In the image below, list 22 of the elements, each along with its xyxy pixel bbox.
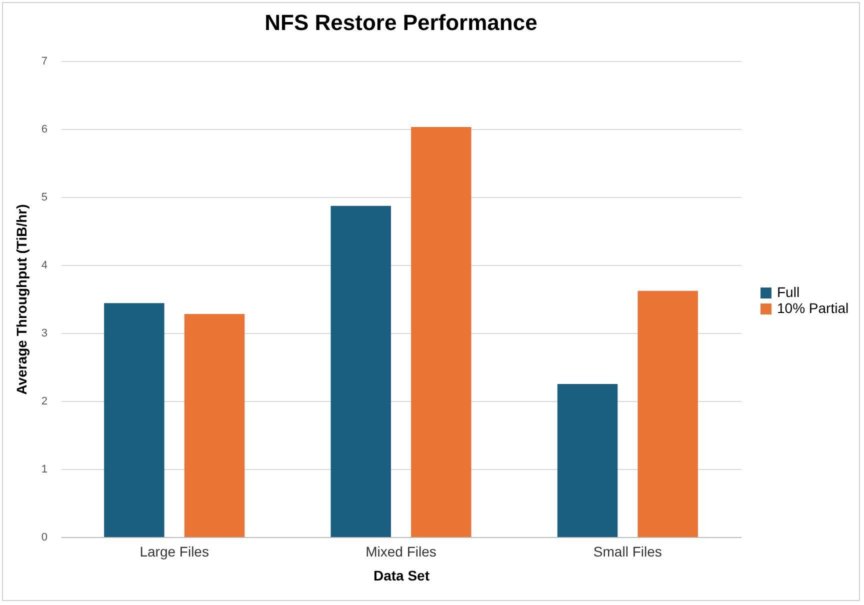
y-tick-label: 5 xyxy=(41,192,48,204)
x-tick-label: Large Files xyxy=(140,544,209,560)
bar xyxy=(557,384,618,537)
bar xyxy=(411,126,472,537)
x-tick-label: Small Files xyxy=(593,544,662,560)
legend-label: 10% Partial xyxy=(777,300,849,316)
y-tick-label: 1 xyxy=(41,464,48,476)
legend-label: Full xyxy=(777,284,800,300)
y-tick-label: 4 xyxy=(41,260,48,272)
bar xyxy=(104,303,164,537)
bar xyxy=(330,206,391,537)
y-tick-label: 3 xyxy=(41,328,48,340)
y-tick-label: 7 xyxy=(41,56,48,68)
bar xyxy=(184,314,245,537)
y-tick-label: 0 xyxy=(41,532,48,544)
x-tick-label: Mixed Files xyxy=(366,544,436,560)
y-tick-label: 2 xyxy=(41,396,48,408)
x-axis-title: Data Set xyxy=(373,568,430,584)
y-tick-label: 6 xyxy=(41,124,48,136)
y-axis-title: Average Throughput (TiB/hr) xyxy=(13,204,30,395)
chart-title: NFS Restore Performance xyxy=(264,10,538,35)
bar xyxy=(638,290,698,537)
